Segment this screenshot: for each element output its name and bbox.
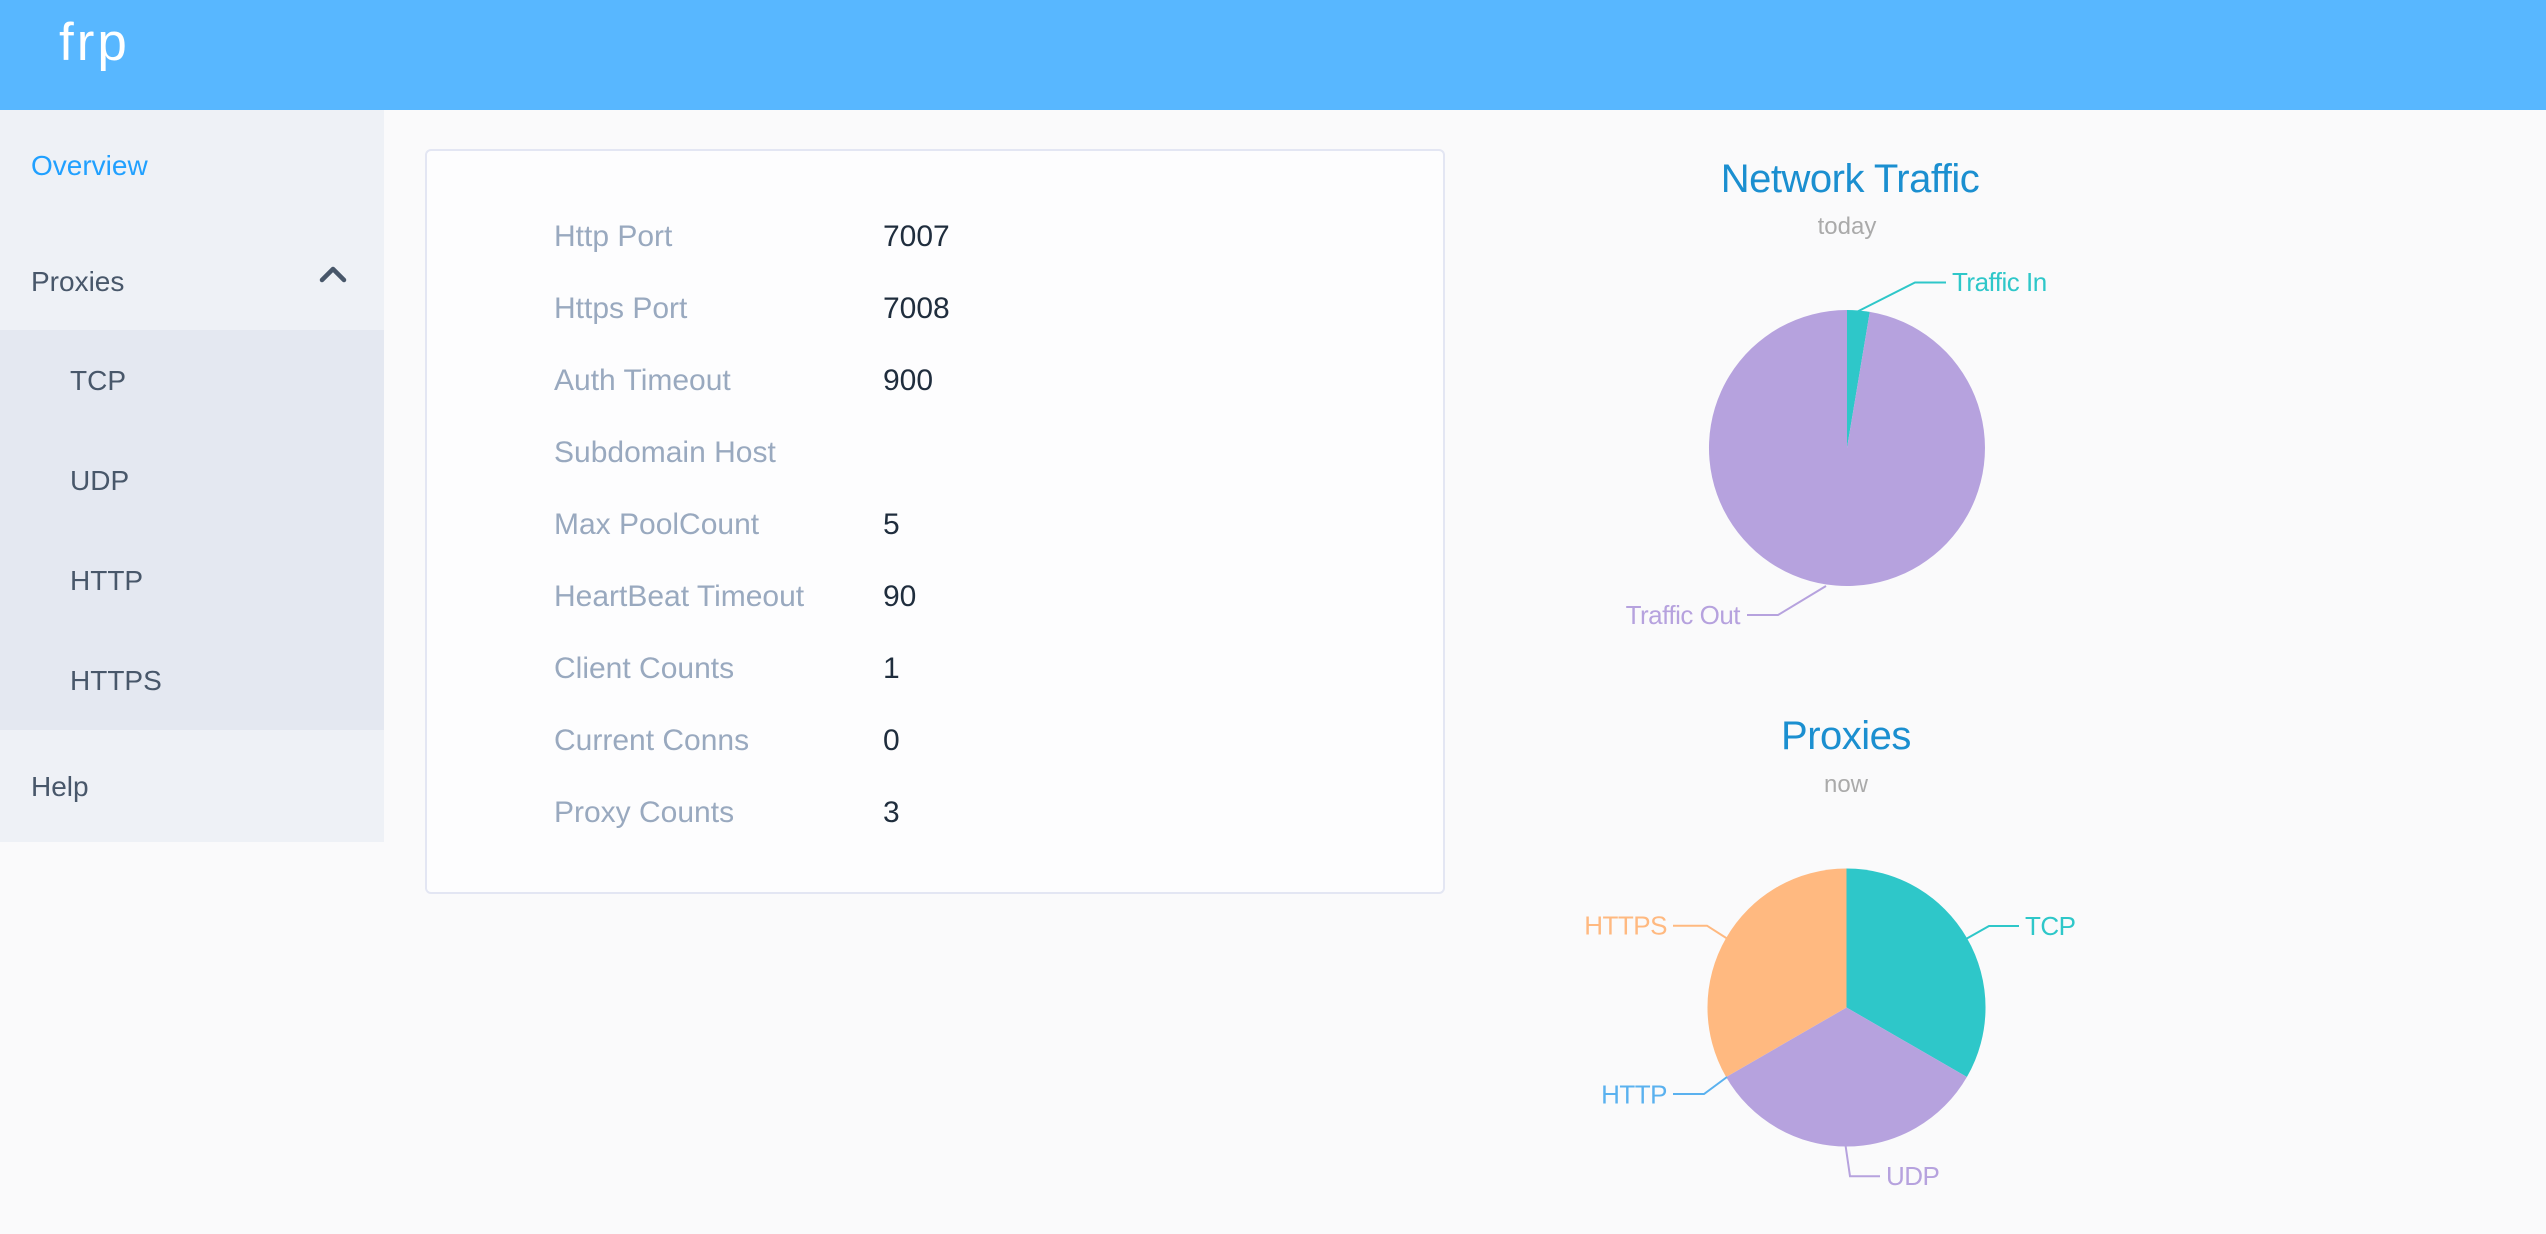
svg-text:HTTPS: HTTPS: [1584, 911, 1667, 941]
svg-text:HTTP: HTTP: [1601, 1080, 1667, 1110]
svg-text:Proxies: Proxies: [1781, 714, 1911, 758]
svg-text:today: today: [1818, 213, 1877, 240]
svg-text:TCP: TCP: [2025, 911, 2076, 941]
svg-text:Traffic Out: Traffic Out: [1626, 600, 1742, 630]
svg-text:Traffic In: Traffic In: [1952, 267, 2047, 297]
svg-text:Network Traffic: Network Traffic: [1721, 157, 1980, 201]
svg-text:UDP: UDP: [1886, 1161, 1939, 1191]
svg-text:now: now: [1824, 771, 1869, 798]
